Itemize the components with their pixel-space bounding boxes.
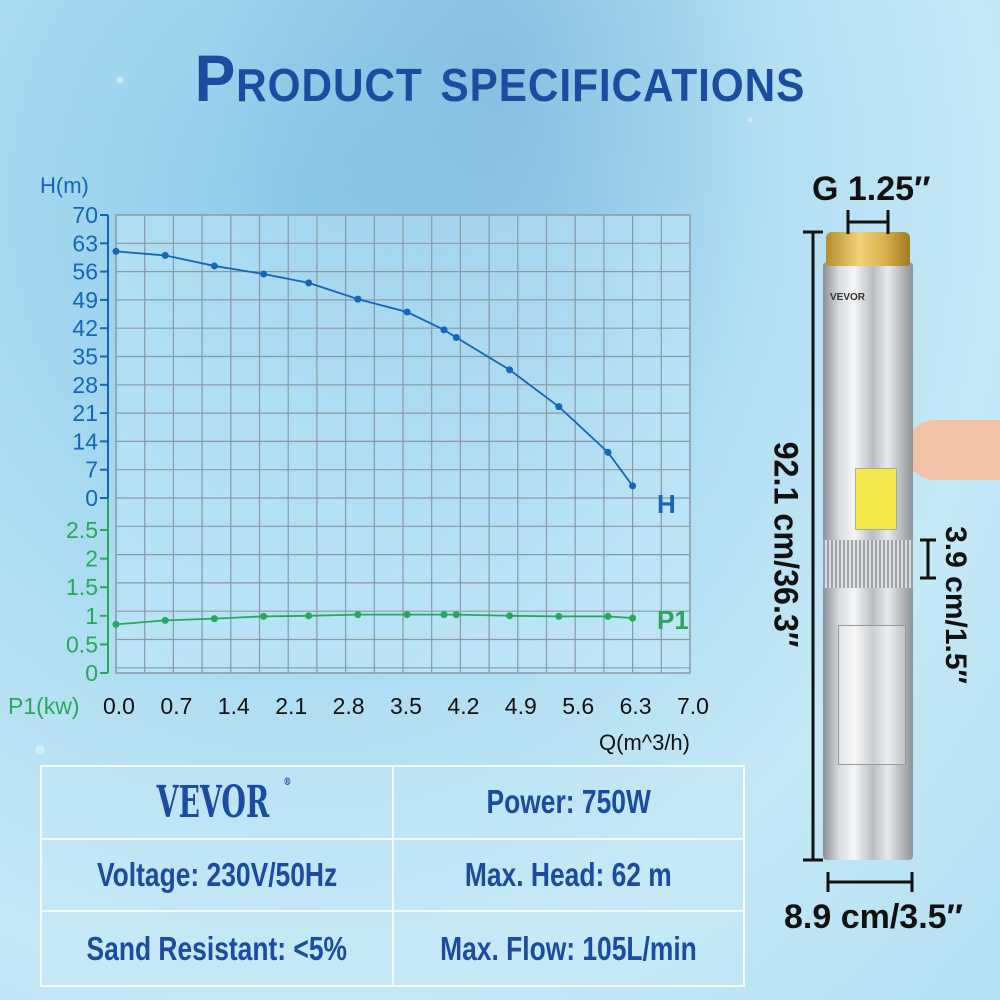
inlet-screen bbox=[823, 540, 913, 588]
y-tick-label: 1 bbox=[85, 603, 98, 629]
voltage-spec: Voltage: 230V/50Hz bbox=[96, 855, 338, 893]
x-tick-label: 6.3 bbox=[620, 693, 652, 719]
x-tick-label: 1.4 bbox=[218, 693, 250, 719]
y-tick-label: 28 bbox=[72, 372, 98, 398]
x-tick-label: 7.0 bbox=[677, 693, 709, 719]
data-point-P1 bbox=[403, 611, 411, 619]
head-spec: Max. Head: 62 m bbox=[465, 855, 672, 893]
y-tick-label: 1.5 bbox=[66, 574, 98, 600]
y-tick-label: 0.5 bbox=[66, 631, 98, 657]
data-point-P1 bbox=[260, 612, 268, 620]
y-tick-label: 42 bbox=[72, 315, 98, 341]
x-tick-label: 2.8 bbox=[333, 693, 365, 719]
data-point-H bbox=[604, 448, 612, 456]
data-point-H bbox=[403, 308, 411, 316]
data-point-H bbox=[555, 403, 563, 411]
data-point-P1 bbox=[112, 620, 120, 628]
length-label: 92.1 cm/36.3″ bbox=[766, 441, 805, 648]
sand-cell: Sand Resistant: <5% bbox=[42, 912, 394, 985]
h-axis-title: H(m) bbox=[40, 173, 89, 198]
head-cell: Max. Head: 62 m bbox=[394, 840, 743, 913]
power-spec: Power: 750W bbox=[486, 783, 651, 821]
flow-spec: Max. Flow: 105L/min bbox=[440, 929, 697, 967]
warning-label-icon bbox=[855, 468, 897, 530]
y-tick-label: 70 bbox=[72, 202, 98, 228]
data-point-P1 bbox=[506, 612, 514, 620]
data-point-H bbox=[210, 262, 218, 270]
data-point-H bbox=[260, 270, 268, 278]
data-point-P1 bbox=[210, 615, 218, 623]
y-tick-label: 35 bbox=[72, 344, 98, 370]
data-point-P1 bbox=[452, 611, 460, 619]
data-point-H bbox=[305, 279, 313, 287]
x-tick-label: 2.1 bbox=[275, 693, 307, 719]
data-point-H bbox=[629, 482, 637, 490]
data-point-P1 bbox=[305, 612, 313, 620]
x-tick-label: 0.0 bbox=[103, 693, 135, 719]
y-tick-label: 7 bbox=[85, 457, 98, 483]
data-point-P1 bbox=[161, 616, 169, 624]
y-tick-label: 2.5 bbox=[66, 517, 98, 543]
x-tick-label: 3.5 bbox=[390, 693, 422, 719]
data-point-H bbox=[354, 295, 362, 303]
sand-spec: Sand Resistant: <5% bbox=[86, 929, 348, 967]
data-point-H bbox=[161, 251, 169, 259]
x-axis-title: Q(m^3/h) bbox=[599, 730, 690, 755]
p1-axis-title: P1(kw) bbox=[8, 693, 80, 719]
y-tick-label: 14 bbox=[72, 428, 98, 454]
outlet-size-label: G 1.25″ bbox=[812, 170, 931, 208]
hand bbox=[905, 420, 1000, 480]
vevor-logo: VEVOR ® bbox=[156, 776, 292, 828]
flow-cell: Max. Flow: 105L/min bbox=[394, 912, 743, 985]
page-title: Product specifications bbox=[194, 41, 806, 115]
y-tick-label: 63 bbox=[72, 230, 98, 256]
x-tick-label: 0.7 bbox=[160, 693, 192, 719]
series-label-P1: P1 bbox=[657, 605, 689, 635]
spec-table: VEVOR ® Power: 750W Voltage: 230V/50Hz Ma… bbox=[40, 765, 745, 987]
info-plate bbox=[838, 625, 906, 765]
series-label-H: H bbox=[657, 489, 676, 519]
data-point-H bbox=[452, 333, 460, 341]
data-point-P1 bbox=[604, 612, 612, 620]
data-point-H bbox=[440, 326, 448, 334]
performance-chart: 706356494235282114702.521.510.50H(m)P1(k… bbox=[8, 173, 709, 755]
voltage-cell: Voltage: 230V/50Hz bbox=[42, 839, 394, 913]
data-point-P1 bbox=[354, 611, 362, 619]
power-cell: Power: 750W bbox=[394, 767, 743, 840]
diameter-label: 8.9 cm/3.5″ bbox=[784, 898, 963, 936]
x-tick-label: 4.2 bbox=[447, 693, 479, 719]
y-tick-label: 21 bbox=[72, 400, 98, 426]
brand-cell: VEVOR ® bbox=[42, 767, 394, 840]
x-tick-label: 4.9 bbox=[505, 693, 537, 719]
data-point-H bbox=[506, 366, 514, 374]
brass-outlet-cap bbox=[826, 232, 910, 266]
data-point-H bbox=[112, 247, 120, 255]
pump-label-brand: VEVOR bbox=[830, 292, 866, 303]
data-point-P1 bbox=[440, 611, 448, 619]
inlet-height-label: 3.9 cm/1.5″ bbox=[939, 526, 972, 684]
y-tick-label: 2 bbox=[85, 546, 98, 572]
x-tick-label: 5.6 bbox=[562, 693, 594, 719]
data-point-P1 bbox=[629, 614, 637, 622]
y-tick-label: 56 bbox=[72, 259, 98, 285]
data-point-P1 bbox=[555, 612, 563, 620]
y-tick-label: 49 bbox=[72, 287, 98, 313]
y-tick-label: 0 bbox=[85, 485, 98, 511]
y-tick-label: 0 bbox=[85, 660, 98, 686]
